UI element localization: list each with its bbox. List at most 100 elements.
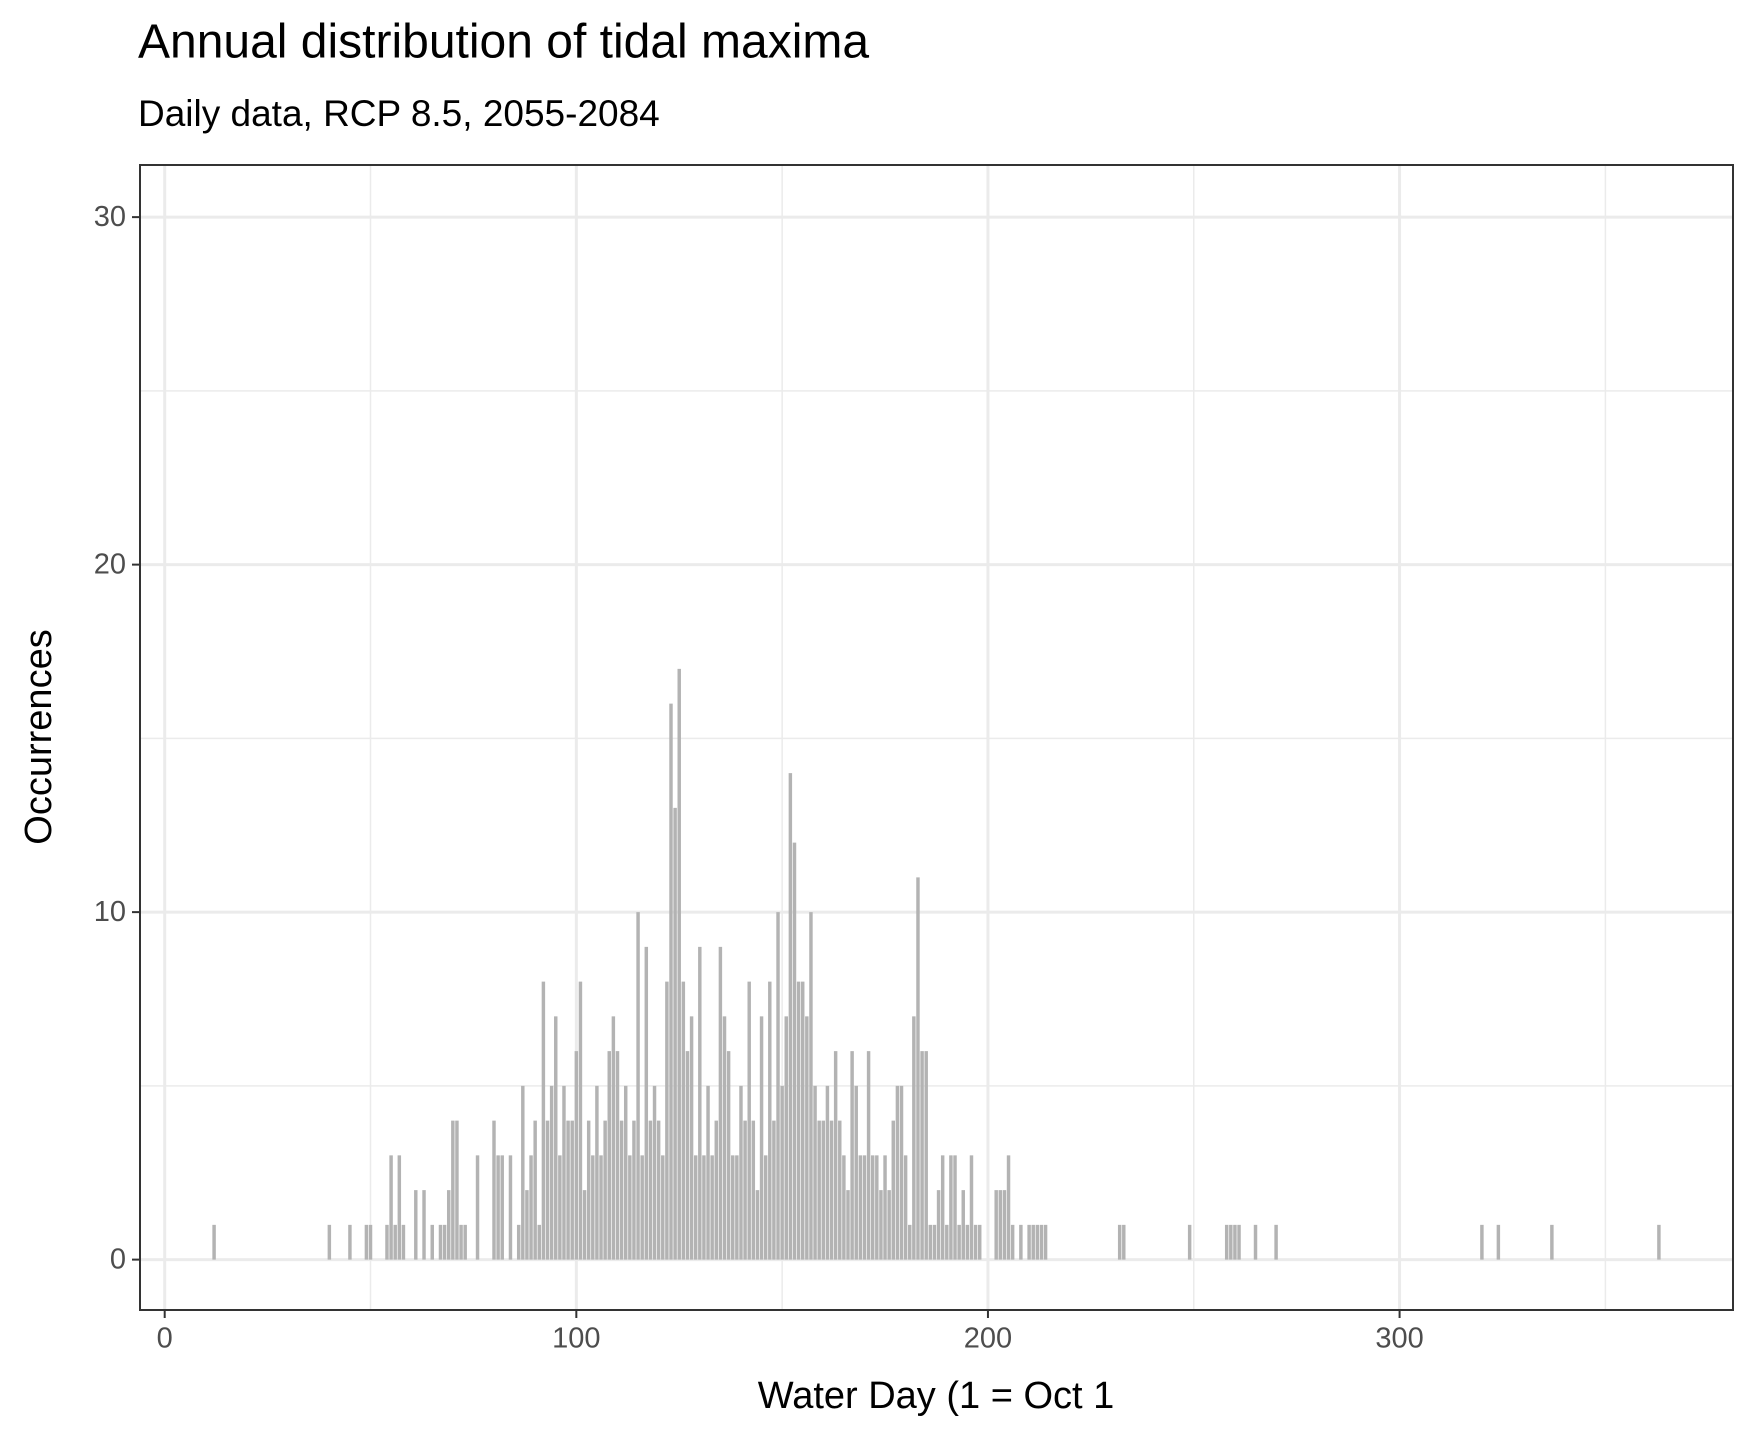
bar <box>442 1224 447 1260</box>
bar <box>1480 1224 1484 1260</box>
bar <box>846 1190 850 1260</box>
y-tick-label: 10 <box>94 896 126 928</box>
bar <box>949 1155 953 1260</box>
bar <box>805 1016 809 1260</box>
bar <box>1237 1224 1241 1260</box>
bar <box>928 1224 933 1260</box>
bar <box>582 1190 587 1260</box>
bar <box>446 1190 451 1260</box>
bar <box>800 981 805 1260</box>
bar <box>1002 1190 1007 1260</box>
bar <box>574 1051 579 1260</box>
bar <box>438 1224 443 1260</box>
y-tick-label: 30 <box>94 201 126 233</box>
bar <box>768 981 772 1260</box>
bar <box>706 1085 710 1260</box>
bar <box>685 1051 690 1260</box>
bar <box>603 1120 607 1260</box>
bar <box>677 668 681 1260</box>
bar <box>459 1224 463 1260</box>
bar <box>632 1120 636 1260</box>
bar <box>1274 1224 1278 1260</box>
bar <box>977 1224 982 1260</box>
bar <box>1010 1224 1015 1260</box>
bar <box>747 981 751 1260</box>
bar <box>961 1190 965 1260</box>
bar <box>525 1190 529 1260</box>
bar <box>681 981 686 1260</box>
bar <box>698 946 702 1260</box>
bar <box>368 1224 373 1260</box>
bar <box>739 1085 743 1260</box>
bar <box>1039 1224 1044 1260</box>
bar <box>521 1085 525 1260</box>
x-tick-label: 300 <box>1375 1323 1423 1355</box>
bar <box>619 1120 624 1260</box>
bar <box>916 877 920 1260</box>
bar <box>615 1051 620 1260</box>
bar <box>570 1120 574 1260</box>
bar <box>1229 1224 1233 1260</box>
bar <box>924 1051 928 1260</box>
bar <box>809 912 813 1260</box>
bar <box>908 1224 912 1260</box>
bar <box>1043 1224 1048 1260</box>
x-tick-label: 100 <box>552 1323 600 1355</box>
bar <box>1019 1224 1023 1260</box>
bar <box>953 1155 957 1260</box>
bar <box>591 1155 595 1260</box>
bar <box>212 1224 216 1260</box>
bar <box>455 1120 459 1260</box>
x-tick-label: 0 <box>157 1323 173 1355</box>
bar <box>451 1120 455 1260</box>
bar <box>1550 1224 1554 1260</box>
bar <box>607 1051 611 1260</box>
bar <box>957 1224 961 1260</box>
bar <box>393 1224 397 1260</box>
bar <box>327 1224 332 1260</box>
bar <box>875 1155 879 1260</box>
bar <box>562 1085 566 1260</box>
bar <box>648 1120 653 1260</box>
bar <box>669 703 673 1260</box>
bar <box>578 981 583 1260</box>
bar <box>759 1016 764 1260</box>
bar <box>912 1016 916 1260</box>
bar <box>628 1155 632 1260</box>
bar <box>385 1224 389 1260</box>
bar <box>537 1224 542 1260</box>
bar <box>726 1051 731 1260</box>
bar <box>661 1155 665 1260</box>
bar <box>554 1016 558 1260</box>
bar <box>870 1155 875 1260</box>
bar <box>776 912 780 1260</box>
bar <box>1657 1224 1661 1260</box>
bar <box>998 1190 1003 1260</box>
bar <box>792 842 797 1260</box>
bar <box>838 1120 842 1260</box>
bar <box>702 1155 706 1260</box>
bar <box>854 1085 858 1260</box>
bar <box>529 1155 533 1260</box>
bar <box>714 1120 719 1260</box>
bar <box>463 1224 467 1260</box>
bar <box>813 1085 817 1260</box>
bar <box>1117 1224 1122 1260</box>
bar <box>883 1155 887 1260</box>
x-tick-label: 200 <box>964 1323 1012 1355</box>
bar <box>945 1224 949 1260</box>
bar <box>1233 1224 1237 1260</box>
bar <box>422 1190 426 1260</box>
bar <box>772 1120 776 1260</box>
bar <box>718 946 723 1260</box>
bar <box>825 1085 830 1260</box>
bar <box>936 1190 941 1260</box>
bar <box>796 981 801 1260</box>
chart-title: Annual distribution of tidal maxima <box>138 16 869 69</box>
bar <box>866 1051 871 1260</box>
x-axis-title: Water Day (1 = Oct 1 <box>758 1375 1115 1417</box>
bar <box>1187 1224 1192 1260</box>
bar <box>595 1085 599 1260</box>
bar <box>636 912 640 1260</box>
bar <box>817 1120 821 1260</box>
